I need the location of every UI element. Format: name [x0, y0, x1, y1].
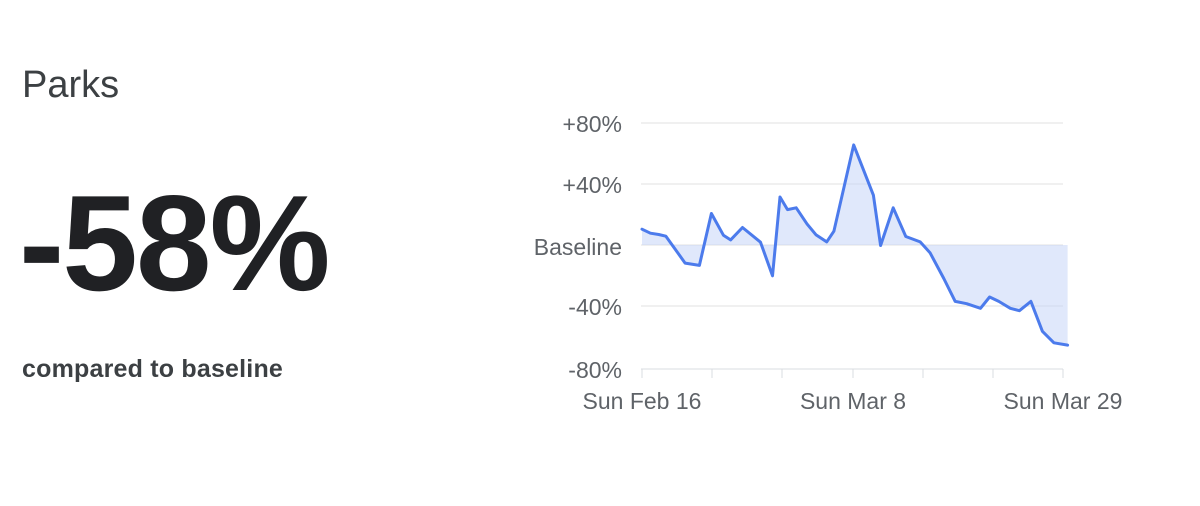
svg-text:Sun Feb 16: Sun Feb 16 — [583, 388, 702, 414]
svg-text:-80%: -80% — [568, 357, 622, 383]
svg-text:-40%: -40% — [568, 294, 622, 320]
svg-text:+80%: +80% — [563, 111, 622, 137]
svg-text:+40%: +40% — [563, 172, 622, 198]
svg-text:Baseline: Baseline — [534, 234, 622, 260]
svg-text:Sun Mar 29: Sun Mar 29 — [1004, 388, 1123, 414]
svg-text:Sun Mar 8: Sun Mar 8 — [800, 388, 906, 414]
